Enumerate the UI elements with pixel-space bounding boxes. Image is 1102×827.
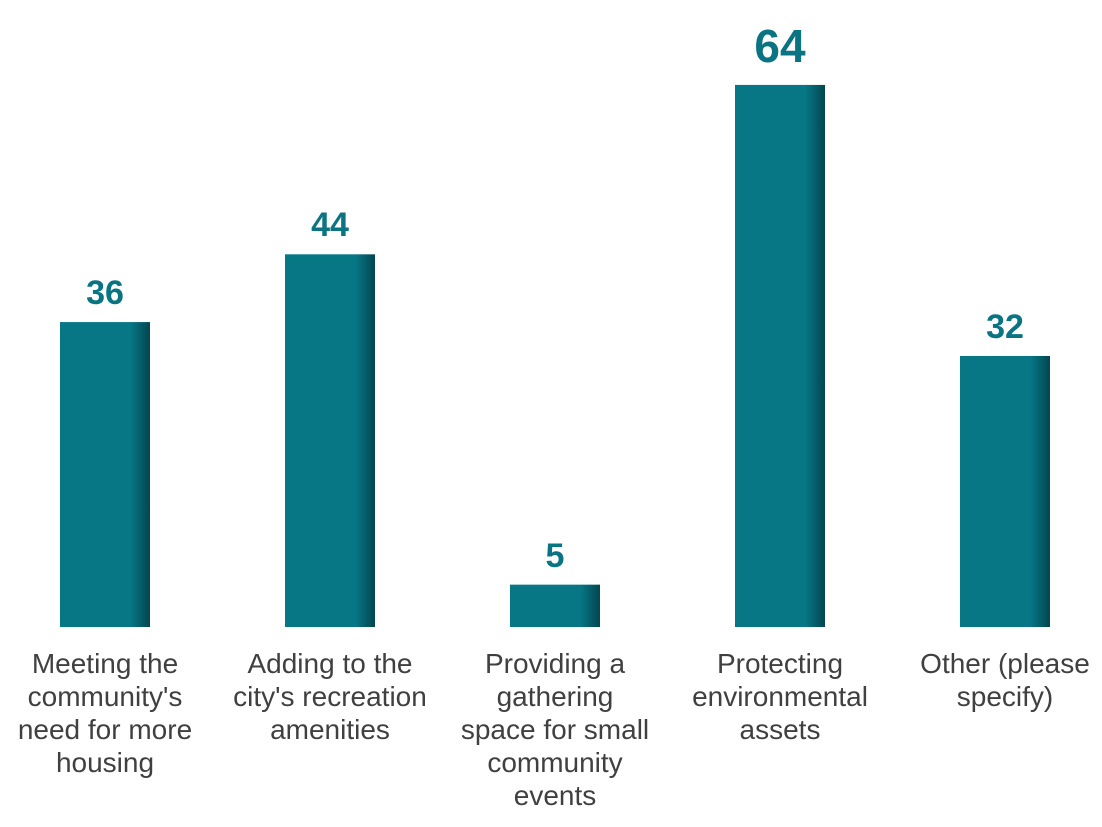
bar-value-label: 5 <box>545 536 565 575</box>
bar-1 <box>60 322 150 627</box>
bar-value-label: 44 <box>311 206 349 245</box>
bar-3 <box>510 584 600 627</box>
bar-2 <box>285 254 375 627</box>
category-label: Other (please specify) <box>920 648 1090 712</box>
bar-value-label: 64 <box>754 19 806 72</box>
category-label: Providing a gathering space for small co… <box>460 648 650 811</box>
category-label: Protecting environmental assets <box>692 648 868 745</box>
category-label: Adding to the city's recreation amenitie… <box>233 648 427 745</box>
bar-5 <box>960 355 1050 627</box>
bar-value-label: 32 <box>986 307 1024 346</box>
bar-value-label: 36 <box>86 274 124 313</box>
bar-4 <box>735 84 825 628</box>
category-label: Meeting the community's need for more ho… <box>17 648 193 778</box>
